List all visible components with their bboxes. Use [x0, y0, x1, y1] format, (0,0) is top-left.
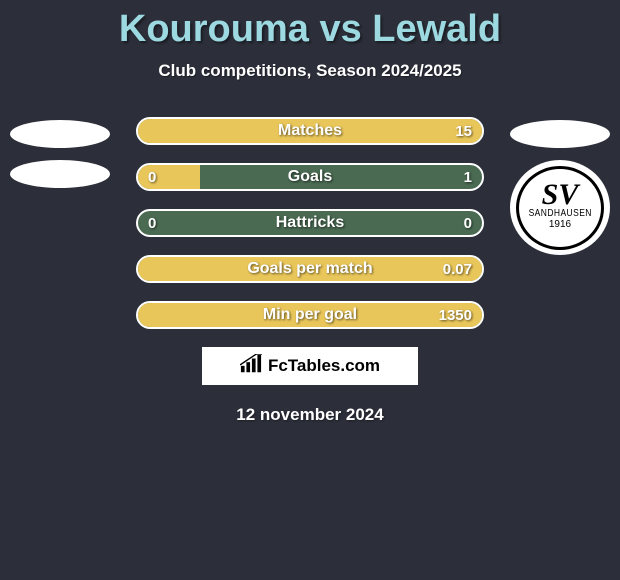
page-title: Kourouma vs Lewald — [0, 0, 620, 51]
stat-value-right: 0.07 — [443, 261, 472, 278]
stat-bars: Matches150Goals10Hattricks0Goals per mat… — [136, 117, 484, 329]
subtitle: Club competitions, Season 2024/2025 — [0, 61, 620, 81]
barchart-icon — [240, 354, 262, 379]
badge-year: 1916 — [549, 219, 571, 230]
stat-value-right: 1350 — [439, 307, 472, 324]
stat-bar: Goals per match0.07 — [136, 255, 484, 283]
stat-bar: 0Goals1 — [136, 163, 484, 191]
stat-value-right: 1 — [464, 169, 472, 186]
stat-bar: Matches15 — [136, 117, 484, 145]
stat-label: Goals — [138, 168, 482, 186]
brand-badge: FcTables.com — [202, 347, 418, 385]
stat-bar: 0Hattricks0 — [136, 209, 484, 237]
stat-label: Min per goal — [138, 306, 482, 324]
stat-label: Goals per match — [138, 260, 482, 278]
badge-name: SANDHAUSEN — [528, 208, 591, 219]
right-logos: SV SANDHAUSEN 1916 — [510, 120, 610, 255]
left-logos — [10, 120, 110, 188]
team-logo-sandhausen: SV SANDHAUSEN 1916 — [510, 160, 610, 255]
stat-label: Hattricks — [138, 214, 482, 232]
stat-label: Matches — [138, 122, 482, 140]
team-logo-right-1 — [510, 120, 610, 148]
badge-sv: SV — [542, 181, 579, 208]
stat-value-right: 0 — [464, 215, 472, 232]
stat-value-right: 15 — [455, 123, 472, 140]
datestamp: 12 november 2024 — [0, 405, 620, 425]
team-logo-left-2 — [10, 160, 110, 188]
stat-bar: Min per goal1350 — [136, 301, 484, 329]
brand-text: FcTables.com — [268, 356, 380, 376]
team-logo-left-1 — [10, 120, 110, 148]
